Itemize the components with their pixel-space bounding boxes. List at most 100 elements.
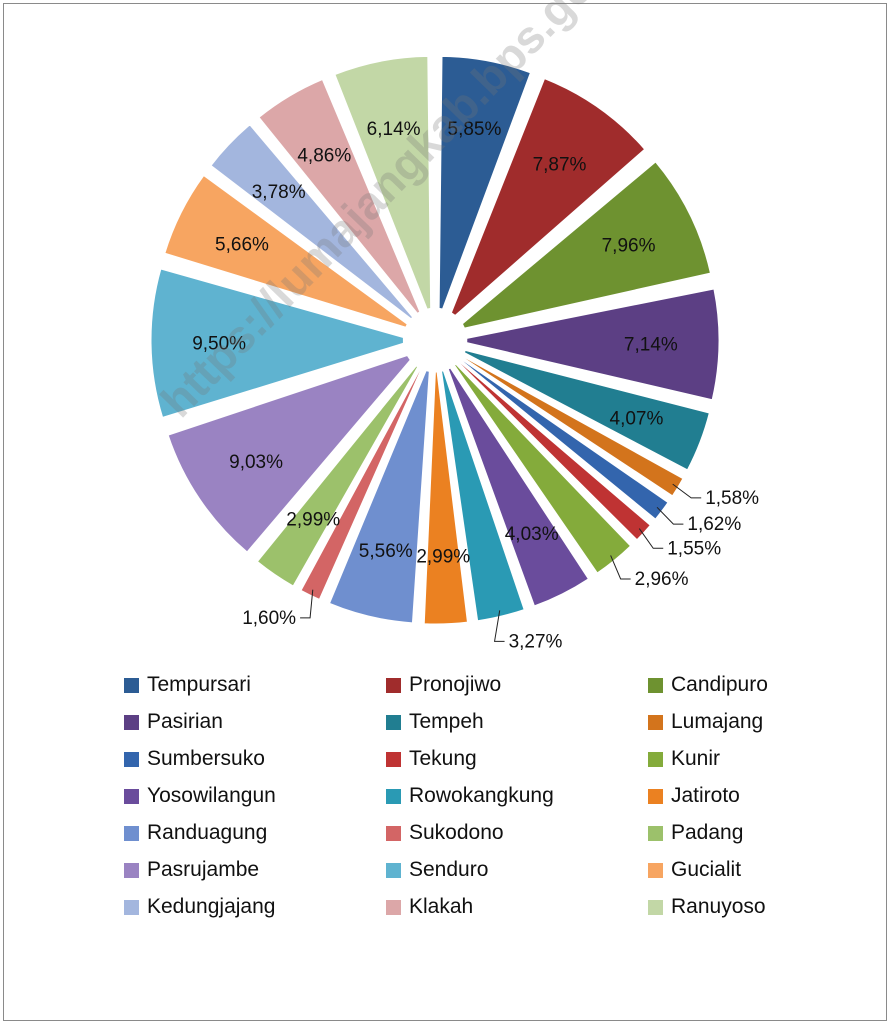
- pie-slice-klakah: [258, 78, 421, 314]
- legend-item-klakah: Klakah: [386, 892, 648, 922]
- legend-swatch: [386, 714, 401, 730]
- legend-label: Tempursari: [147, 673, 251, 696]
- legend-label: Lumajang: [671, 710, 764, 733]
- data-label-rowokangkung: 3,27%: [509, 631, 563, 652]
- legend-item-pronojiwo: Pronojiwo: [386, 670, 648, 700]
- data-label-pasrujambe: 9,03%: [229, 452, 283, 473]
- data-label-lumajang: 1,58%: [705, 488, 759, 509]
- legend-item-randuagung: Randuagung: [124, 818, 386, 848]
- legend-label: Sukodono: [409, 821, 504, 844]
- legend-swatch: [124, 714, 139, 730]
- legend-swatch: [648, 825, 663, 841]
- legend-label: Pasrujambe: [147, 858, 260, 881]
- pie-slice-sumbersuko: [459, 358, 669, 520]
- legend-label: Candipuro: [671, 673, 768, 696]
- pie-slice-tekung: [457, 360, 651, 541]
- legend-item-tekung: Tekung: [386, 744, 648, 774]
- legend-label: Ranuyoso: [671, 895, 766, 918]
- legend-swatch: [124, 862, 139, 878]
- legend-label: Yosowilangun: [147, 784, 276, 807]
- data-label-kedungjajang: 3,78%: [252, 182, 306, 203]
- legend-label: Pasirian: [147, 710, 223, 733]
- legend-swatch: [124, 788, 139, 804]
- legend-item-yosowilangun: Yosowilangun: [124, 781, 386, 811]
- legend-swatch: [386, 751, 401, 767]
- pie-slice-gucialit: [164, 174, 408, 328]
- legend-item-tempeh: Tempeh: [386, 707, 648, 737]
- data-label-gucialit: 5,66%: [215, 234, 269, 255]
- legend-item-kunir: Kunir: [648, 744, 828, 774]
- data-label-sumbersuko: 1,62%: [687, 514, 741, 535]
- legend-swatch: [124, 751, 139, 767]
- data-label-pronojiwo: 7,87%: [533, 155, 587, 176]
- legend-item-sumbersuko: Sumbersuko: [124, 744, 386, 774]
- legend-item-senduro: Senduro: [386, 855, 648, 885]
- data-label-ranuyoso: 6,14%: [367, 119, 421, 140]
- data-label-sukodono: 1,60%: [242, 608, 296, 629]
- pie-slice-senduro: [150, 268, 404, 419]
- data-label-yosowilangun: 4,03%: [505, 524, 559, 545]
- legend-swatch: [124, 677, 139, 693]
- legend-item-jatiroto: Jatiroto: [648, 781, 828, 811]
- legend-label: Kedungjajang: [147, 895, 276, 918]
- leader-line-sumbersuko: [656, 506, 684, 525]
- legend-swatch: [648, 751, 663, 767]
- data-label-kunir: 2,96%: [635, 569, 689, 590]
- leader-line-rowokangkung: [493, 610, 505, 642]
- legend-swatch: [648, 899, 663, 915]
- legend-swatch: [648, 788, 663, 804]
- legend-swatch: [124, 899, 139, 915]
- legend-item-tempursari: Tempursari: [124, 670, 386, 700]
- pie-slice-kunir: [453, 363, 632, 574]
- legend-item-ranuyoso: Ranuyoso: [648, 892, 828, 922]
- legend-item-sukodono: Sukodono: [386, 818, 648, 848]
- data-label-padang: 2,99%: [286, 509, 340, 530]
- legend-label: Pronojiwo: [409, 673, 502, 696]
- legend-swatch: [386, 788, 401, 804]
- pie-slice-sukodono: [300, 367, 422, 601]
- legend-item-padang: Padang: [648, 818, 828, 848]
- legend-label: Rowokangkung: [409, 784, 554, 807]
- legend-swatch: [648, 714, 663, 730]
- legend-label: Sumbersuko: [147, 747, 265, 770]
- pie-slice-candipuro: [461, 161, 712, 329]
- data-label-tempursari: 5,85%: [448, 119, 502, 140]
- pie-slice-ranuyoso: [334, 55, 432, 310]
- leader-line-kunir: [610, 555, 631, 580]
- data-label-pasirian: 7,14%: [624, 334, 678, 355]
- legend-label: Jatiroto: [671, 784, 740, 807]
- leader-line-sukodono: [300, 589, 314, 619]
- pie-chart: 5,85% 7,87% 7,96% 7,14% 4,07% 1,58% 1,62% 1,55%…: [150, 55, 759, 652]
- legend-swatch: [648, 862, 663, 878]
- legend: Tempursari Pronojiwo Candipuro Pasirian Temp…: [124, 670, 804, 922]
- data-label-randuagung: 5,56%: [359, 541, 413, 562]
- pie-slice-kedungjajang: [210, 124, 414, 320]
- leader-line-lumajang: [672, 483, 702, 499]
- pie-slice-tempursari: [438, 55, 532, 310]
- legend-item-lumajang: Lumajang: [648, 707, 828, 737]
- pie-slice-pasirian: [466, 288, 720, 401]
- pie-slice-padang: [256, 365, 419, 587]
- legend-label: Klakah: [409, 895, 474, 918]
- legend-swatch: [386, 899, 401, 915]
- data-label-senduro: 9,50%: [192, 334, 246, 355]
- legend-label: Gucialit: [671, 858, 742, 881]
- legend-label: Tempeh: [409, 710, 484, 733]
- legend-swatch: [124, 825, 139, 841]
- leader-line-tekung: [638, 528, 664, 549]
- legend-item-pasirian: Pasirian: [124, 707, 386, 737]
- legend-label: Tekung: [409, 747, 477, 770]
- legend-label: Randuagung: [147, 821, 268, 844]
- legend-swatch: [386, 825, 401, 841]
- pie-slice-lumajang: [461, 355, 684, 497]
- pie-slice-rowokangkung: [440, 370, 525, 622]
- data-label-jatiroto: 2,99%: [416, 547, 470, 568]
- pie-slice-pasrujambe: [167, 354, 411, 553]
- legend-label: Padang: [671, 821, 744, 844]
- data-label-tekung: 1,55%: [667, 538, 721, 559]
- legend-swatch: [648, 677, 663, 693]
- legend-label: Senduro: [409, 858, 489, 881]
- legend-item-pasrujambe: Pasrujambe: [124, 855, 386, 885]
- data-label-klakah: 4,86%: [297, 146, 351, 167]
- pie-slice-yosowilangun: [447, 367, 590, 607]
